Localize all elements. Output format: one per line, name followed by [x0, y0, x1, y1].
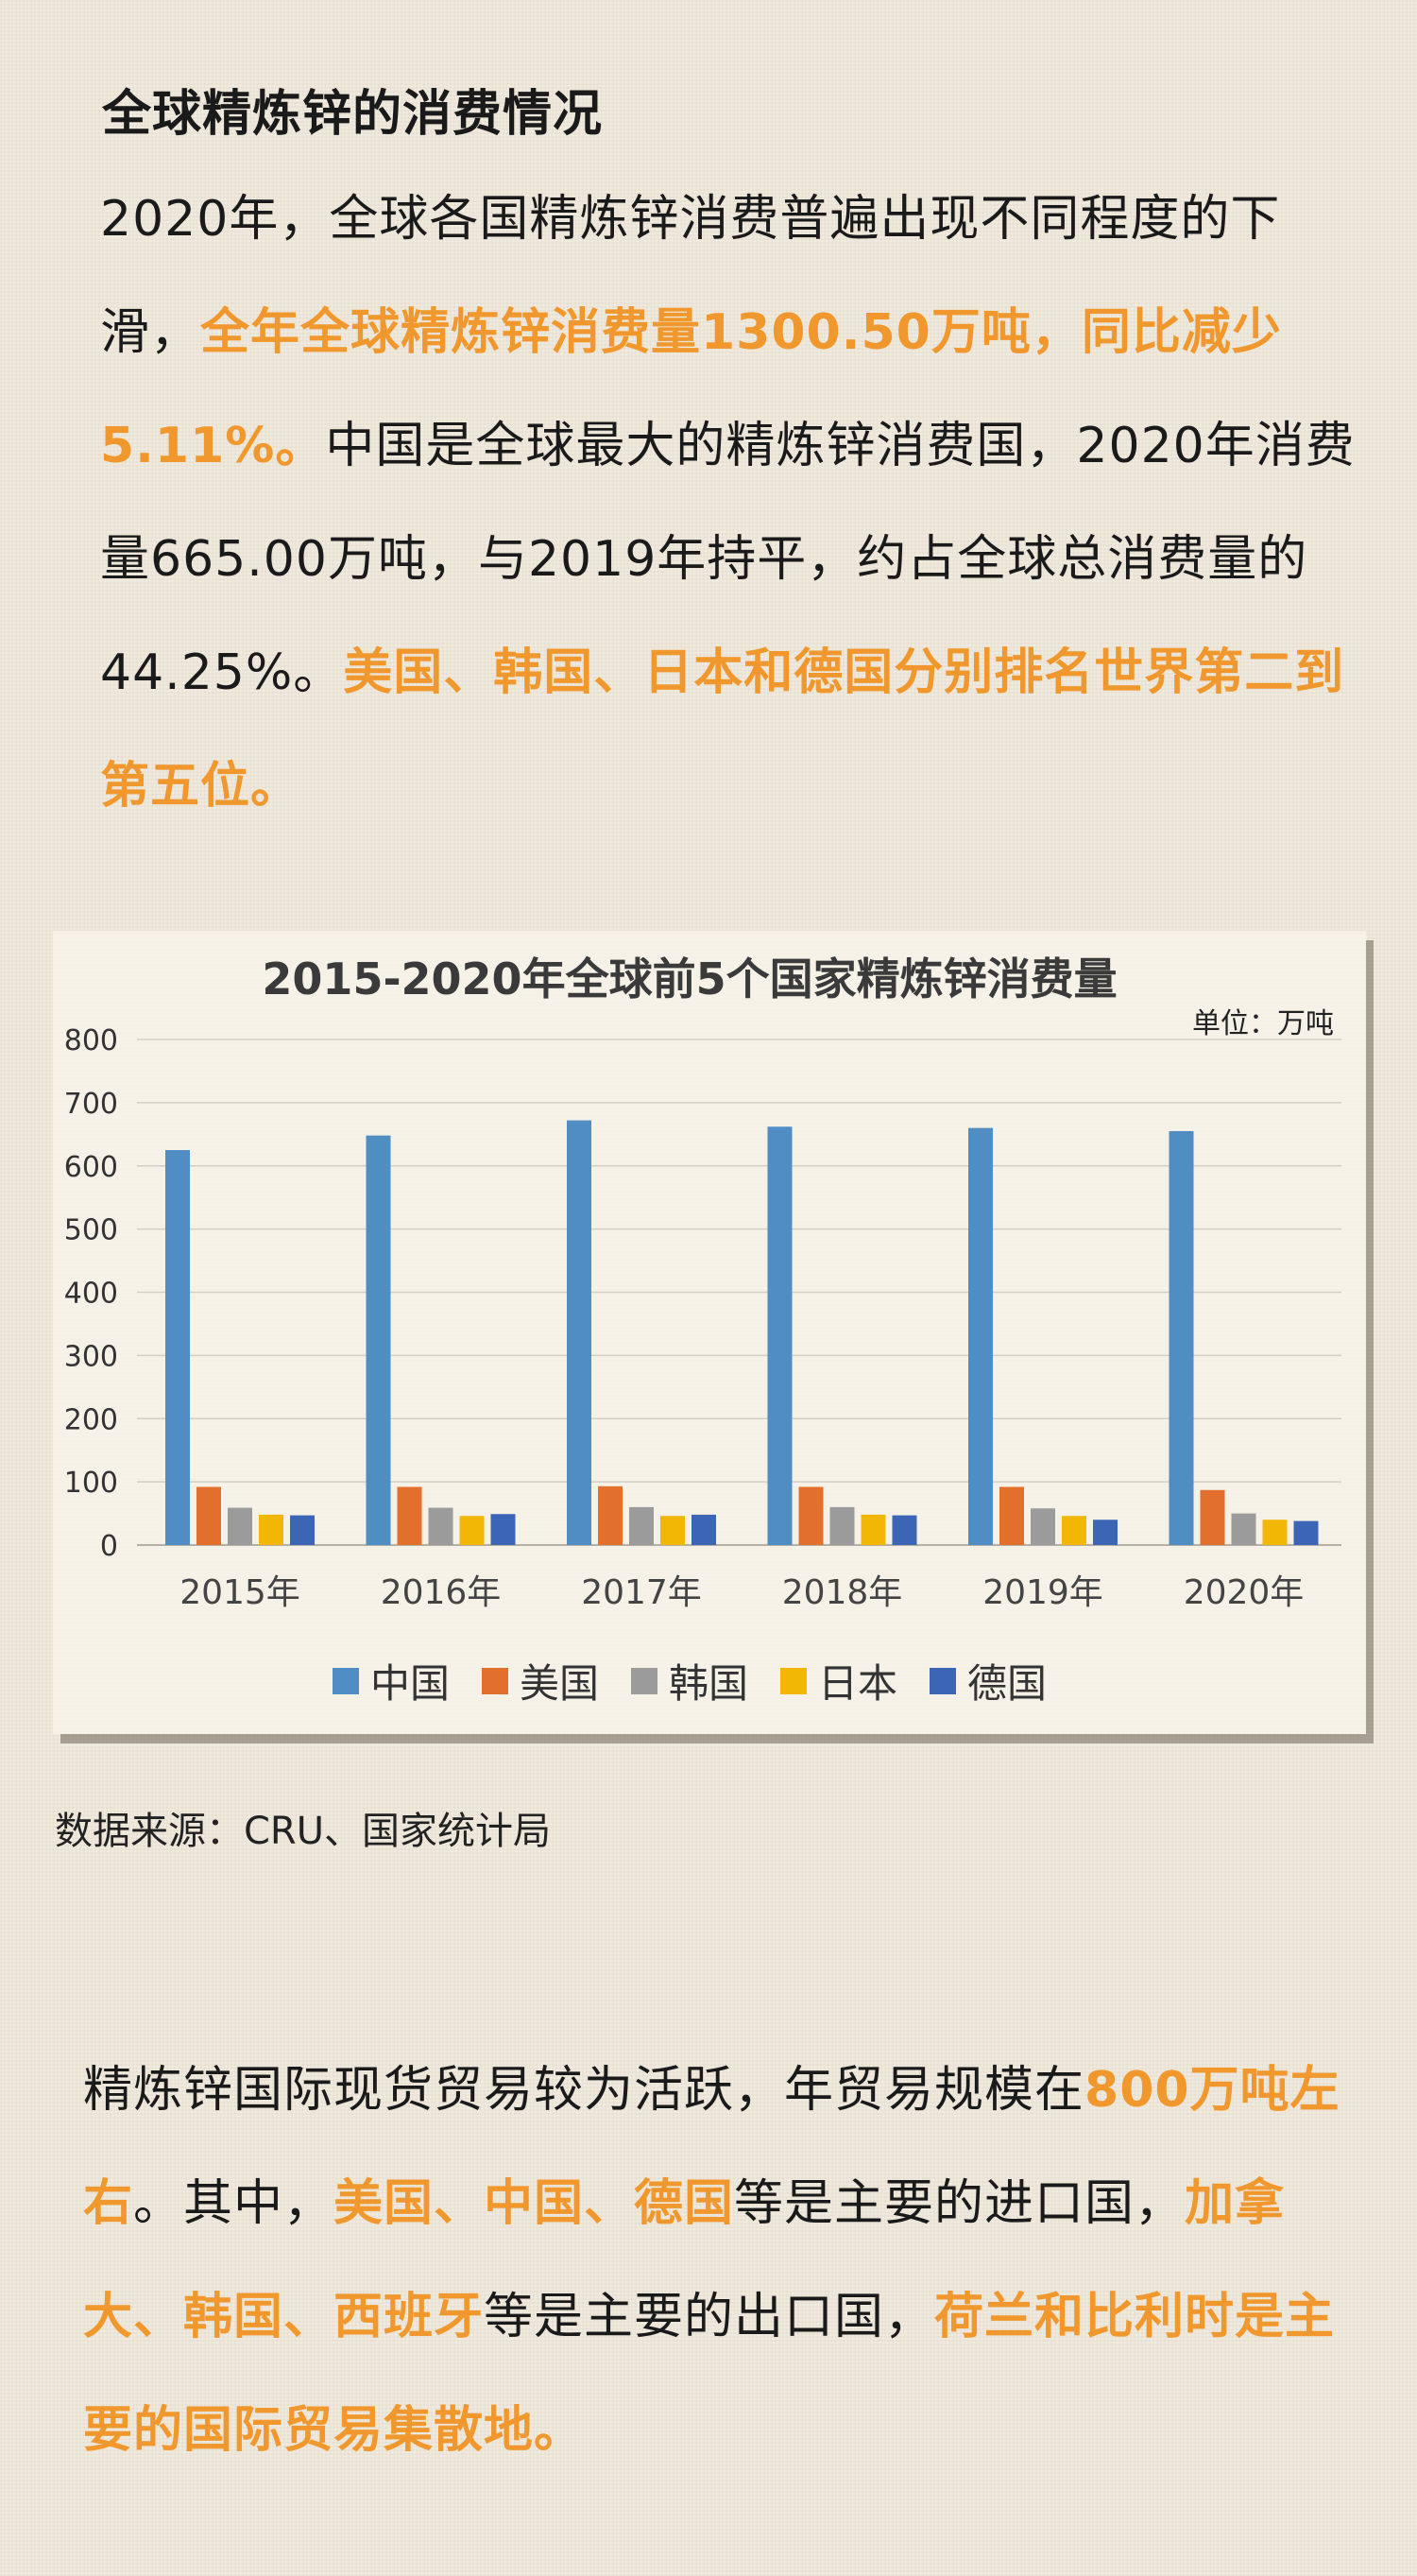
legend-label: 中国 [369, 1660, 450, 1707]
x-tick-label: 2016年 [381, 1573, 502, 1612]
bar [366, 1135, 391, 1545]
bar [598, 1485, 623, 1545]
y-tick-label: 200 [64, 1403, 118, 1436]
x-tick-label: 2019年 [982, 1573, 1103, 1612]
legend-label: 德国 [967, 1660, 1048, 1707]
bar [165, 1150, 190, 1545]
bar [228, 1507, 252, 1545]
highlight-text: 全年全球精炼锌消费量1300.50万吨，同比减少5.11%。 [100, 304, 1282, 474]
x-tick-label: 2017年 [581, 1573, 702, 1612]
legend-swatch [332, 1667, 359, 1694]
bar [1093, 1520, 1118, 1545]
bar [829, 1506, 855, 1545]
x-tick-label: 2015年 [179, 1573, 300, 1612]
body-text: 等是主要的进口国， [734, 2175, 1186, 2232]
bar [290, 1515, 315, 1545]
body-text: 。其中， [133, 2175, 334, 2232]
bar [397, 1486, 422, 1545]
body-text: 等是主要的出口国， [484, 2289, 935, 2345]
y-tick-label: 0 [100, 1530, 118, 1563]
trade-paragraph: 精炼锌国际现货贸易较为活跃，年贸易规模在800万吨左右。其中，美国、中国、德国等… [83, 2034, 1377, 2487]
bar [1262, 1520, 1288, 1545]
bar [798, 1486, 824, 1545]
highlight-text: 800万吨左右 [83, 2062, 1340, 2232]
bar [660, 1516, 685, 1545]
chart-card [53, 931, 1366, 1734]
bar [459, 1516, 485, 1545]
legend-swatch [930, 1667, 957, 1694]
bar [259, 1514, 283, 1545]
body-text: 精炼锌国际现货贸易较为活跃，年贸易规模在 [83, 2062, 1085, 2119]
chart-title: 2015-2020年全球前5个国家精炼锌消费量 [262, 953, 1118, 1005]
bar [1062, 1516, 1086, 1545]
highlight-text: 美国、中国、德国 [333, 2175, 735, 2232]
highlight-text: 加拿大、韩国、西班牙 [83, 2175, 1286, 2345]
legend-swatch [780, 1667, 807, 1694]
legend-label: 日本 [818, 1660, 898, 1707]
legend-label: 美国 [519, 1660, 599, 1707]
bar [490, 1514, 516, 1545]
intro-paragraph: 2020年，全球各国精炼锌消费普遍出现不同程度的下滑，全年全球精炼锌消费量130… [100, 163, 1357, 843]
legend-swatch [630, 1667, 657, 1694]
bar [1031, 1508, 1055, 1545]
chart-legend: 中国 美国 韩国 日本 德国 [0, 1652, 1379, 1709]
x-tick-label: 2018年 [782, 1573, 903, 1612]
legend-label: 韩国 [668, 1660, 748, 1707]
bar [892, 1515, 917, 1545]
bar-chart: 0 100 200 300 400 500 600 700 800 2015年 2016年 2017年… [64, 1024, 1341, 1612]
bar [1293, 1520, 1319, 1545]
bar [999, 1486, 1024, 1545]
highlight-text: 美国、韩国、日本和德国分别排名世界第二到第五位。 [100, 644, 1345, 815]
section-title: 全球精炼锌的消费情况 [102, 86, 604, 143]
bar [861, 1514, 886, 1545]
y-tick-label: 700 [64, 1088, 118, 1121]
body-text: 中国是全球最大的精炼锌消费国，2020年消费量665.00万吨，与2019年持平… [100, 418, 1356, 701]
legend-item: 韩国 [630, 1652, 748, 1709]
legend-item: 中国 [332, 1652, 450, 1709]
y-tick-label: 800 [64, 1024, 118, 1057]
bar [968, 1127, 993, 1545]
body-text: 2020年，全球各国精炼锌消费普遍出现不同程度的下滑， [100, 191, 1281, 361]
legend-item: 美国 [481, 1652, 599, 1709]
bar [767, 1126, 793, 1545]
data-source: 数据来源：CRU、国家统计局 [55, 1810, 551, 1853]
bar [1169, 1130, 1194, 1545]
y-tick-label: 300 [64, 1340, 118, 1373]
bar [1200, 1489, 1225, 1545]
legend-item: 日本 [780, 1652, 897, 1709]
legend-swatch [481, 1667, 508, 1694]
y-tick-label: 100 [64, 1467, 118, 1500]
y-tick-label: 400 [64, 1278, 118, 1311]
bar [629, 1506, 654, 1545]
unit-label: 单位：万吨 [1192, 1007, 1334, 1040]
bar [567, 1120, 591, 1545]
y-tick-label: 600 [64, 1151, 118, 1184]
bar [196, 1486, 221, 1545]
x-tick-label: 2020年 [1184, 1573, 1305, 1612]
bar [691, 1514, 716, 1545]
bar [1231, 1513, 1256, 1545]
highlight-text: 荷兰和比利时是主要的国际贸易集散地。 [83, 2289, 1336, 2459]
bar [428, 1507, 453, 1545]
legend-item: 德国 [930, 1652, 1047, 1709]
y-tick-label: 500 [64, 1214, 118, 1247]
